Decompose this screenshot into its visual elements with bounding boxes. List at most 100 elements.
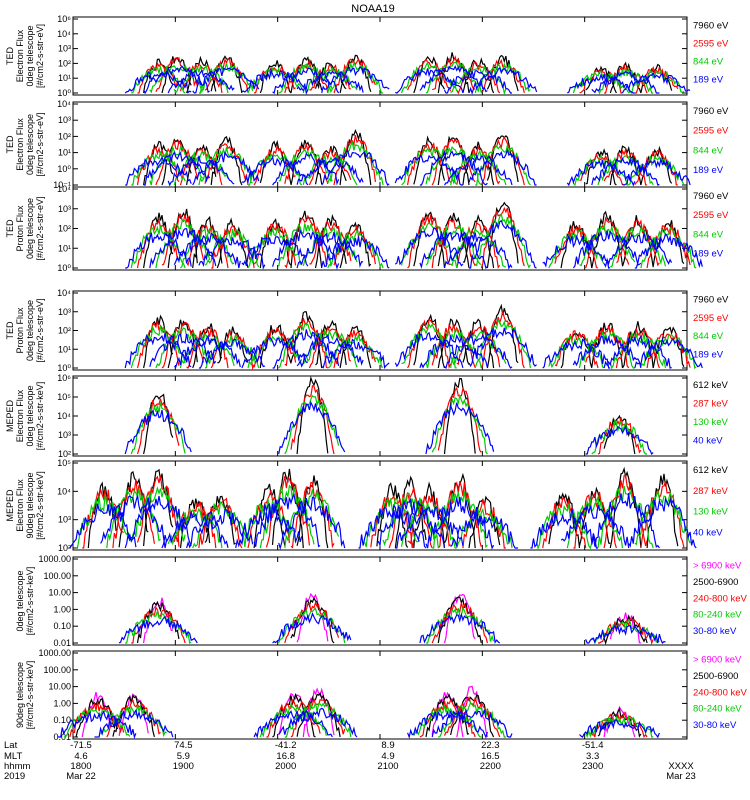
panel-data xyxy=(124,52,691,96)
series-line xyxy=(542,497,587,549)
series-line xyxy=(634,337,703,369)
series-line xyxy=(266,698,321,738)
y-tick-label: 10³ xyxy=(58,307,71,317)
series-line xyxy=(542,338,611,369)
x-row-label: MLT xyxy=(4,751,22,762)
y-axis-label: [#/cm2-s-str-eV] xyxy=(35,24,45,88)
y-tick-label: 100.00 xyxy=(43,665,71,675)
series-line xyxy=(143,65,210,95)
series-line xyxy=(646,473,679,549)
y-axis-label: 0deg telescope xyxy=(15,570,25,631)
y-tick-label: 10² xyxy=(58,326,71,336)
channel-label: 189 eV xyxy=(693,349,724,360)
series-line xyxy=(321,65,390,94)
series-line xyxy=(247,335,303,369)
series-line xyxy=(394,227,464,267)
x-row-value: 1900 xyxy=(173,761,194,772)
series-line xyxy=(290,311,323,369)
y-tick-label: 10⁵ xyxy=(57,392,71,402)
channel-label: 130 keV xyxy=(693,417,729,428)
x-row-value: 16.8 xyxy=(276,751,295,762)
series-line xyxy=(486,303,519,369)
series-line xyxy=(130,324,186,369)
y-tick-label: 10⁴ xyxy=(57,29,71,39)
channel-label: 2595 eV xyxy=(693,126,729,137)
series-line xyxy=(321,236,390,269)
y-axis-label: [#/cm2-s-str-eV] xyxy=(35,112,45,176)
series-line xyxy=(591,492,660,549)
series-line xyxy=(578,330,635,369)
y-tick-label: 10⁰ xyxy=(57,263,71,273)
channel-label: 7960 eV xyxy=(693,191,729,202)
series-line xyxy=(407,58,452,92)
series-line xyxy=(118,615,198,644)
series-line xyxy=(149,333,217,367)
channel-label: 7960 eV xyxy=(693,21,729,32)
series-line xyxy=(394,154,463,186)
channel-label: 612 keV xyxy=(693,465,729,476)
y-tick-label: 10¹ xyxy=(58,148,71,158)
channel-label: 80-240 keV xyxy=(693,610,742,621)
channel-label: 80-240 keV xyxy=(693,704,742,715)
y-axis-label: 0deg telescope xyxy=(25,300,35,361)
y-tick-label: 0.10 xyxy=(53,621,71,631)
series-line xyxy=(603,232,673,268)
series-line xyxy=(628,496,697,549)
series-line xyxy=(548,335,605,369)
y-tick-label: 0.01 xyxy=(53,638,71,648)
y-tick-label: 10⁵ xyxy=(57,458,71,468)
series-line xyxy=(161,510,229,549)
series-line xyxy=(622,156,691,186)
panel-5: 10⁶ 10⁵ 10⁴ 10³ 10² MEPED Electron Flux 0deg te… xyxy=(5,373,729,459)
y-tick-label: 1000.00 xyxy=(38,554,71,564)
series-line xyxy=(136,398,180,455)
x-row-value: 2000 xyxy=(275,761,296,772)
series-line xyxy=(198,338,266,369)
y-axis-label: 0deg telescope xyxy=(25,385,35,446)
y-axis-label: [#/cm2-s-str-eV] xyxy=(35,196,45,260)
channel-label: 40 keV xyxy=(693,527,723,538)
series-line xyxy=(542,234,611,269)
x-row-value: 74.5 xyxy=(174,740,193,751)
series-line xyxy=(272,228,340,270)
y-axis-label: Proton Flux xyxy=(15,205,25,252)
y-tick-label: 0.01 xyxy=(53,732,71,742)
y-tick-label: 10.00 xyxy=(48,682,71,692)
series-line xyxy=(486,201,519,269)
panel-7: 1000.00 100.00 10.00 1.00 0.10 0.01 0deg teles… xyxy=(15,554,748,648)
series-line xyxy=(603,335,672,369)
channel-label: 240-800 keV xyxy=(693,593,748,604)
y-axis-label: 90deg telescope xyxy=(25,472,35,538)
series-line xyxy=(628,69,685,95)
series-line xyxy=(272,329,340,369)
series-line xyxy=(284,702,352,738)
y-tick-label: 10³ xyxy=(58,204,71,214)
x-axis: Lat -71.5 74.5 -41.2 8.9 22.3 -51.4 MLT 4.6 5.9 16… xyxy=(4,740,696,782)
series-line xyxy=(598,617,654,646)
y-tick-label: 10¹ xyxy=(58,73,71,83)
y-axis-label: Electron Flux xyxy=(15,118,25,171)
series-line xyxy=(469,219,537,269)
x-row-value: 16.5 xyxy=(481,751,500,762)
series-line xyxy=(431,137,476,186)
y-tick-label: 10² xyxy=(58,131,71,141)
y-tick-label: 10³ xyxy=(58,515,71,525)
series-line xyxy=(444,333,513,370)
series-line xyxy=(63,706,131,738)
series-line xyxy=(425,60,482,94)
series-line xyxy=(296,70,364,93)
x-row-value: 2300 xyxy=(582,761,603,772)
panel-data xyxy=(69,466,697,551)
series-line xyxy=(174,334,241,368)
channel-label: 844 eV xyxy=(693,57,724,68)
series-line xyxy=(259,703,327,738)
channel-label: 7960 eV xyxy=(693,106,729,117)
series-line xyxy=(572,153,629,187)
series-line xyxy=(597,485,654,549)
series-line xyxy=(253,710,333,739)
y-tick-label: 10.00 xyxy=(48,588,71,598)
y-tick-label: 10² xyxy=(58,543,71,553)
channel-label: 30-80 keV xyxy=(693,626,737,637)
